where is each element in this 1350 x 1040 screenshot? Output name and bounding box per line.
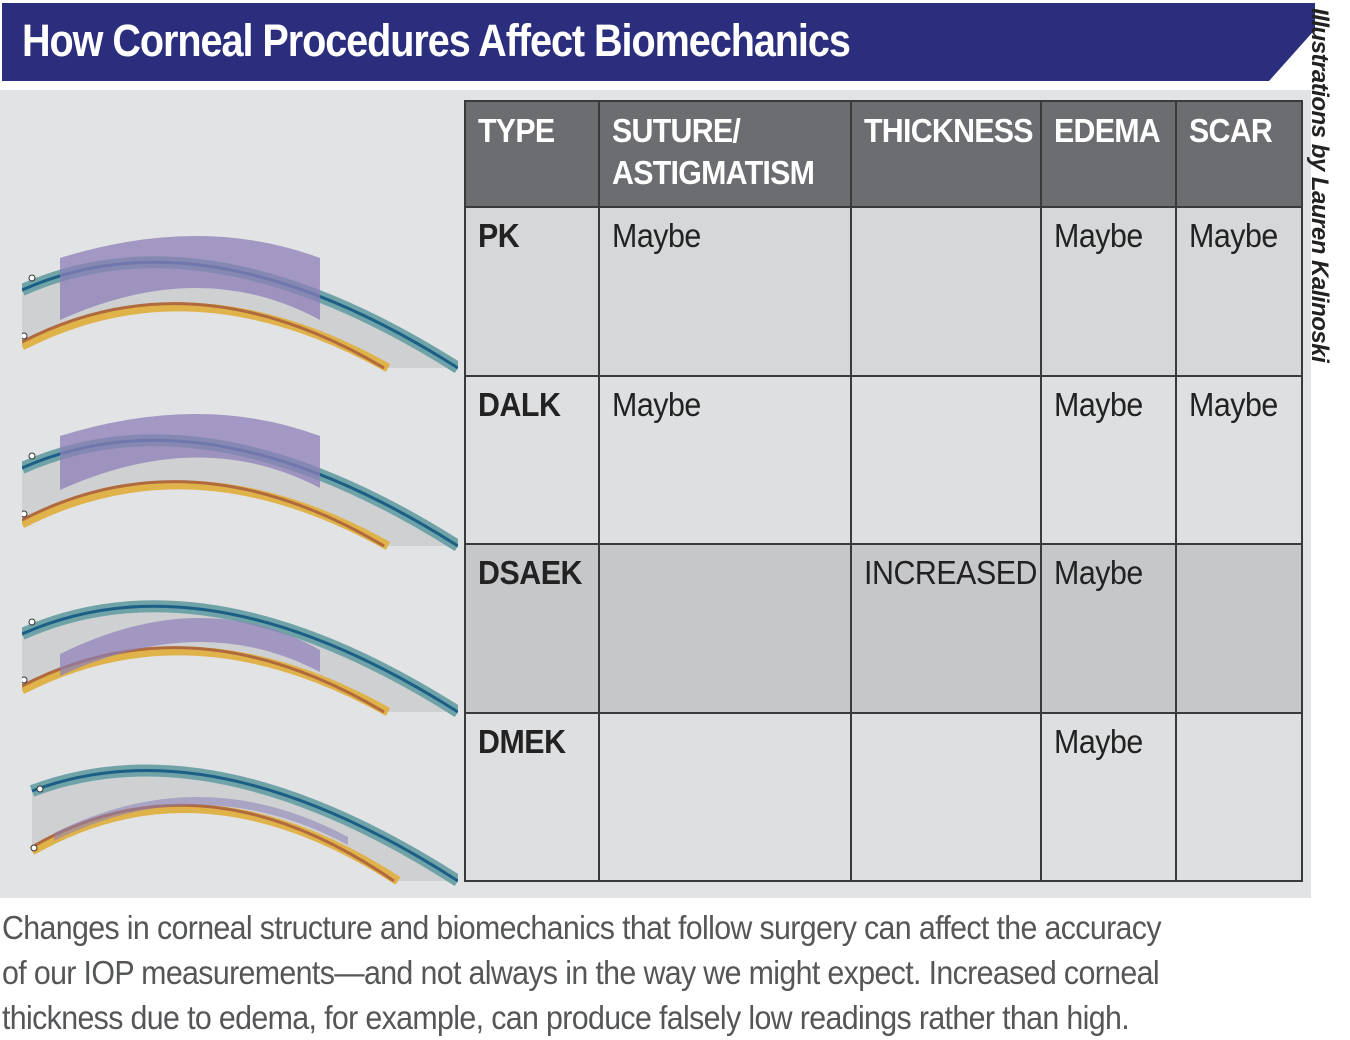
cell-edema: Maybe: [1040, 543, 1177, 714]
cell-suture: [598, 543, 852, 714]
table-header-row: TYPE SUTURE/ ASTIGMATISM THICKNESS EDEMA…: [464, 100, 1303, 208]
cell-scar: [1175, 543, 1303, 714]
header-suture-astigmatism: SUTURE/ ASTIGMATISM: [598, 100, 852, 208]
cell-suture: Maybe: [598, 206, 852, 377]
row-type: DSAEK: [464, 543, 600, 714]
cell-scar: Maybe: [1175, 374, 1303, 545]
cell-thickness: [850, 206, 1042, 377]
cell-edema: Maybe: [1040, 374, 1177, 545]
illustration-credit: Illustrations by Lauren Kalinoski: [1306, 8, 1333, 363]
row-type: DMEK: [464, 711, 600, 882]
caption-line-3: thickness due to edema, for example, can…: [2, 999, 1130, 1036]
procedure-table: TYPE SUTURE/ ASTIGMATISM THICKNESS EDEMA…: [464, 100, 1303, 882]
dsaek-cornea-illustration: [22, 600, 458, 717]
header-thickness: THICKNESS: [850, 100, 1042, 208]
cell-edema: Maybe: [1040, 206, 1177, 377]
pk-cornea-illustration: [22, 236, 458, 373]
header-edema: EDEMA: [1040, 100, 1177, 208]
table-row-dmek: DMEK Maybe: [464, 711, 1303, 882]
dmek-cornea-illustration: [29, 764, 458, 887]
table-row-pk: PK Maybe Maybe Maybe: [464, 206, 1303, 377]
cell-suture: [598, 711, 852, 882]
row-type: PK: [464, 206, 600, 377]
dalk-cornea-illustration: [22, 414, 458, 551]
caption-line-2: of our IOP measurements—and not always i…: [2, 954, 1160, 991]
cell-thickness: [850, 374, 1042, 545]
table-row-dsaek: DSAEK INCREASED Maybe: [464, 543, 1303, 714]
header-scar: SCAR: [1175, 100, 1303, 208]
cell-thickness: [850, 711, 1042, 882]
cell-scar: Maybe: [1175, 206, 1303, 377]
figure-caption: Changes in corneal structure and biomech…: [2, 905, 1322, 1040]
title-banner: How Corneal Procedures Affect Biomechani…: [2, 3, 1315, 81]
row-type: DALK: [464, 374, 600, 545]
cell-scar: [1175, 711, 1303, 882]
cell-edema: Maybe: [1040, 711, 1177, 882]
caption-line-1: Changes in corneal structure and biomech…: [2, 909, 1162, 946]
header-type: TYPE: [464, 100, 600, 208]
cell-thickness: INCREASED: [850, 543, 1042, 714]
page-title: How Corneal Procedures Affect Biomechani…: [22, 15, 851, 66]
table-row-dalk: DALK Maybe Maybe Maybe: [464, 374, 1303, 545]
cell-suture: Maybe: [598, 374, 852, 545]
